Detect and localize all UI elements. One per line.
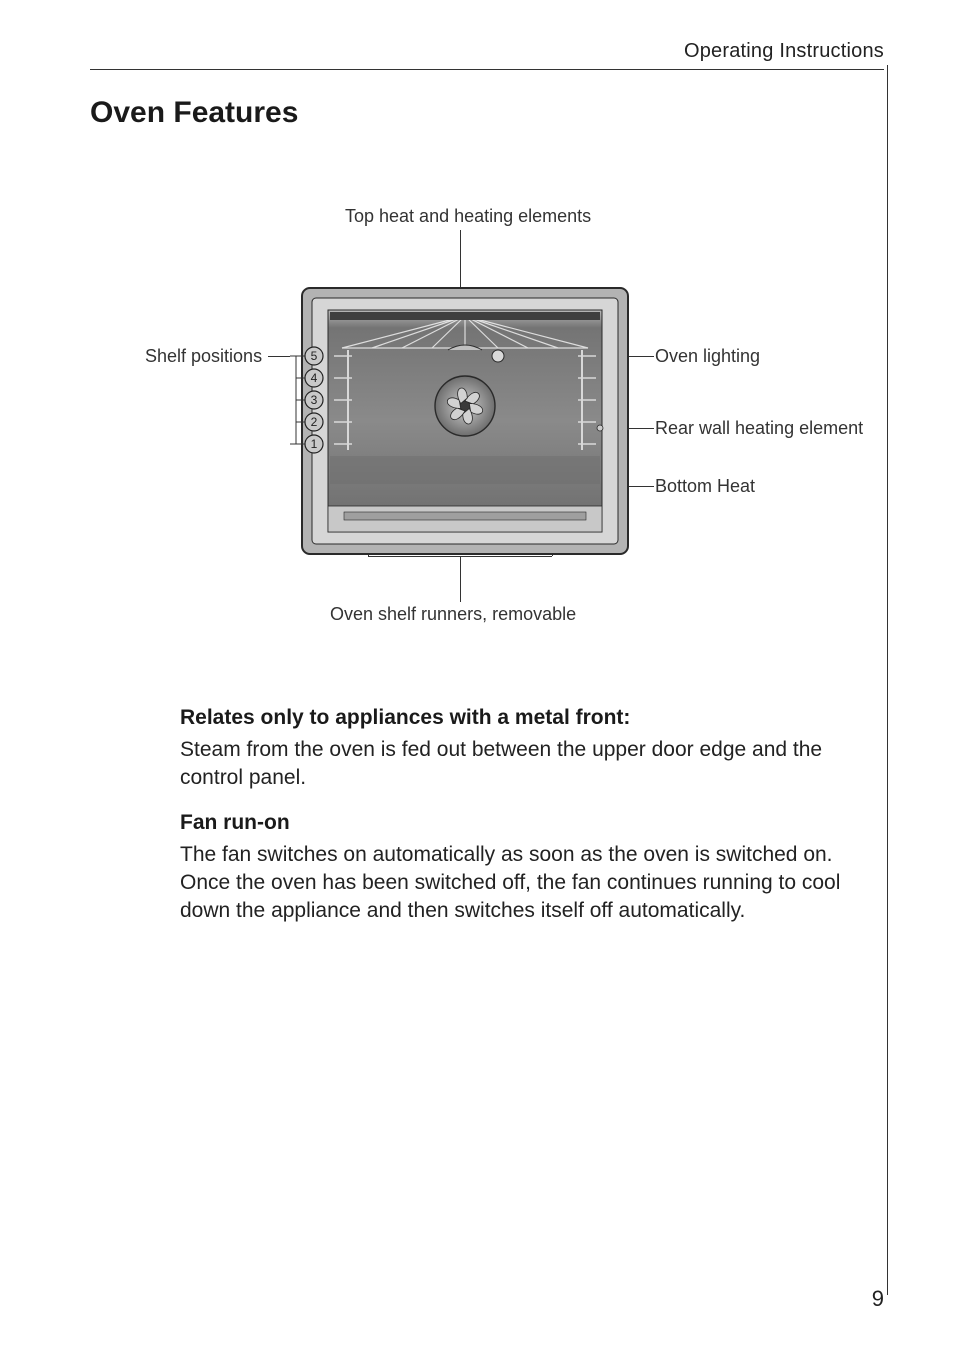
label-runners: Oven shelf runners, removable (330, 604, 576, 625)
fan-run-on-heading: Fan run-on (180, 811, 854, 835)
shelf-num-1: 1 (311, 437, 318, 451)
header-area: Operating Instructions (90, 40, 884, 70)
label-top-heat: Top heat and heating elements (345, 206, 591, 227)
oven-diagram: Top heat and heating elements Shelf posi… (90, 206, 870, 626)
leader-runners-h (368, 556, 552, 557)
fan-run-on-text: The fan switches on automatically as soo… (180, 841, 854, 926)
oven-illustration (300, 286, 630, 556)
leader-runners-v (460, 556, 461, 602)
shelf-num-4: 4 (311, 371, 318, 385)
shelf-num-3: 3 (311, 393, 318, 407)
label-shelf-positions: Shelf positions (145, 346, 262, 367)
label-bottom-heat: Bottom Heat (655, 476, 755, 497)
header-section-label: Operating Instructions (90, 40, 884, 63)
body-block: Relates only to appliances with a metal … (180, 706, 854, 926)
shelf-number-column: 5 4 3 2 1 (286, 286, 336, 486)
shelf-num-5: 5 (311, 349, 318, 363)
oven-lighting-icon (492, 350, 504, 362)
section-title: Oven Features (90, 96, 884, 130)
page-number: 9 (872, 1286, 884, 1312)
shelf-num-2: 2 (311, 415, 318, 429)
right-margin-rule (887, 65, 888, 1295)
metal-front-text: Steam from the oven is fed out between t… (180, 736, 854, 793)
metal-front-heading: Relates only to appliances with a metal … (180, 706, 854, 730)
label-rear-wall: Rear wall heating element (655, 418, 863, 439)
label-oven-lighting: Oven lighting (655, 346, 760, 367)
page: Operating Instructions Oven Features Top… (0, 0, 954, 1352)
